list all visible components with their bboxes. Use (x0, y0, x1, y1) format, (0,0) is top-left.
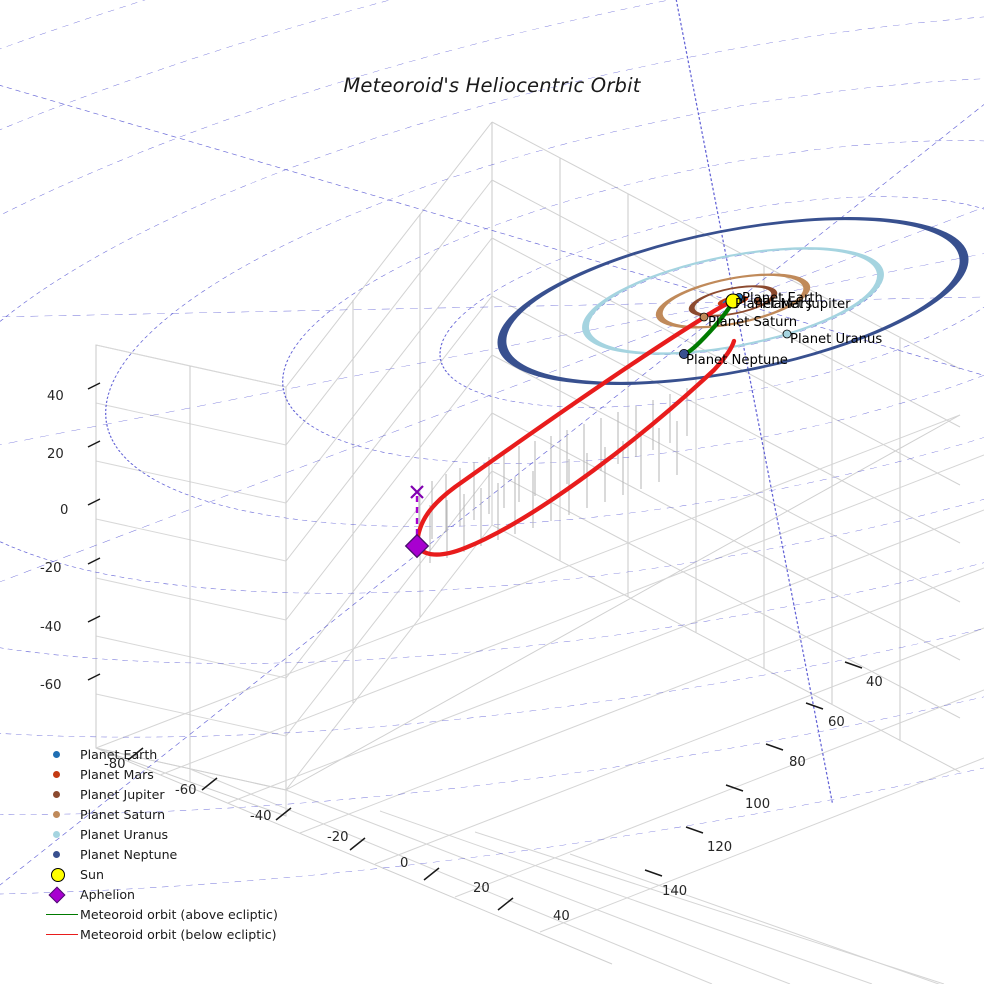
legend: Planet Earth Planet Mars Planet Jupiter Pla… (44, 744, 344, 944)
y-tick-label: 140 (662, 884, 688, 899)
legend-item[interactable]: Aphelion (44, 884, 344, 904)
legend-label: Planet Earth (80, 746, 158, 762)
axes-3d-box (95, 121, 984, 984)
meteoroid-orbit-below-ecliptic (414, 298, 737, 557)
aphelion-diamond (404, 533, 430, 559)
legend-marker-dot-icon (44, 804, 80, 824)
x-tick-label: -80 (104, 757, 126, 772)
legend-item[interactable]: Sun (44, 864, 344, 884)
legend-label: Aphelion (80, 886, 136, 902)
legend-item[interactable]: Planet Mars (44, 764, 344, 784)
planetary-orbits (497, 216, 969, 386)
z-tick-label: -40 (40, 620, 62, 635)
x-tick-label: 20 (473, 881, 490, 896)
marker-sun (725, 293, 741, 309)
planet-label-planet-uranus: Planet Uranus (790, 332, 883, 347)
aphelion-marker-group (404, 485, 430, 559)
orbit-neptune (497, 216, 969, 386)
legend-label: Meteoroid orbit (below ecliptic) (80, 926, 277, 942)
legend-label: Sun (80, 866, 104, 882)
legend-item[interactable]: Planet Earth (44, 744, 344, 764)
meteoroid-orbit-above-ecliptic (684, 299, 736, 356)
y-tick-label: 80 (789, 755, 806, 770)
legend-label: Planet Jupiter (80, 786, 165, 802)
aphelion-x-marker (410, 485, 424, 499)
legend-item[interactable]: Planet Uranus (44, 824, 344, 844)
x-tick-label: -40 (250, 809, 272, 824)
z-tick-label: 40 (47, 389, 64, 404)
pane-left-gridlines (95, 344, 287, 791)
y-tick-label: 40 (866, 675, 883, 690)
legend-label: Planet Neptune (80, 846, 178, 862)
legend-item[interactable]: Meteoroid orbit (above ecliptic) (44, 904, 344, 924)
z-tick-label: -20 (40, 561, 62, 576)
x-tick-label: 0 (400, 856, 409, 871)
legend-label: Meteoroid orbit (above ecliptic) (80, 906, 278, 922)
legend-marker-diamond-icon (44, 884, 80, 904)
x-tick-label: 40 (553, 909, 570, 924)
marker-jupiter (753, 296, 763, 306)
planet-markers (679, 292, 792, 359)
legend-item[interactable]: Planet Saturn (44, 804, 344, 824)
planet-label-planet-mars: Planet Mars (735, 297, 813, 312)
planet-label-planet-saturn: Planet Saturn (708, 315, 798, 330)
planet-label-planet-neptune: Planet Neptune (686, 353, 788, 368)
legend-label: Planet Saturn (80, 806, 166, 822)
page-title: Meteoroid's Heliocentric Orbit (343, 74, 641, 97)
legend-marker-dot-icon (44, 844, 80, 864)
marker-saturn (699, 312, 709, 322)
legend-marker-line-icon (44, 924, 80, 944)
z-tick-label: 20 (47, 447, 64, 462)
y-tick-label: 120 (707, 840, 733, 855)
legend-item[interactable]: Planet Neptune (44, 844, 344, 864)
legend-marker-dot-icon (44, 764, 80, 784)
y-tick-label: 60 (828, 715, 845, 730)
axis-tick-marks (87, 382, 863, 911)
legend-label: Planet Mars (80, 766, 154, 782)
legend-item[interactable]: Planet Jupiter (44, 784, 344, 804)
pane-floor-grid-y (95, 414, 984, 933)
legend-marker-bigdot-icon (44, 864, 80, 884)
marker-uranus (782, 329, 792, 339)
pane-back (285, 121, 493, 791)
x-tick-label: -60 (175, 783, 197, 798)
planet-label-planet-jupiter: Planet Jupiter (762, 297, 851, 312)
legend-marker-dot-icon (44, 784, 80, 804)
planet-label-planet-earth: Planet Earth (742, 291, 823, 306)
legend-label: Planet Uranus (80, 826, 169, 842)
orbit-uranus (582, 247, 884, 355)
legend-marker-dot-icon (44, 744, 80, 764)
z-tick-label: -60 (40, 678, 62, 693)
orbit-jupiter (688, 285, 778, 317)
z-tick-label: 0 (60, 503, 69, 518)
orbit-saturn (655, 273, 811, 329)
pane-left-verticals (95, 345, 287, 790)
x-tick-label: -20 (327, 830, 349, 845)
legend-marker-line-icon (44, 904, 80, 924)
marker-neptune (679, 348, 690, 359)
pane-back-verticals (352, 122, 901, 741)
meteoroid-stems (418, 388, 688, 563)
y-tick-label: 100 (745, 797, 771, 812)
legend-marker-dot-icon (44, 824, 80, 844)
legend-item[interactable]: Meteoroid orbit (below ecliptic) (44, 924, 344, 944)
